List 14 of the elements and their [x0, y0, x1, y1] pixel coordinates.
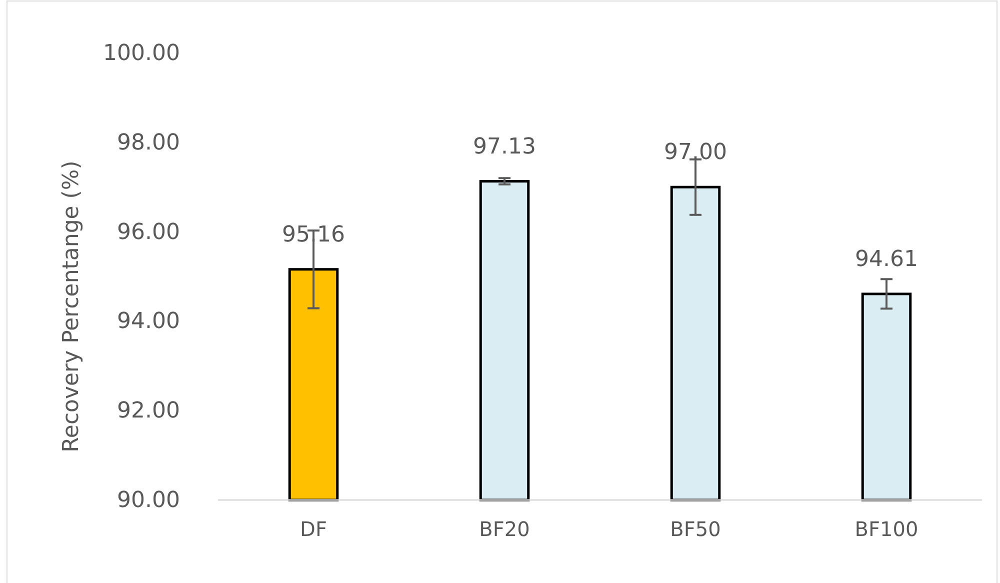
x-tick-label: BF20: [479, 517, 530, 542]
y-tick-label: 94.00: [117, 309, 180, 334]
data-label: 97.00: [664, 140, 727, 166]
y-tick-label: 92.00: [117, 398, 180, 424]
y-tick-label: 90.00: [117, 488, 180, 514]
y-tick-label: 98.00: [117, 130, 180, 156]
y-axis-title: Recovery Percentange (%): [59, 160, 84, 452]
x-tick-label: DF: [300, 517, 327, 542]
y-tick-label: 96.00: [117, 220, 180, 245]
x-tick-label: BF100: [854, 517, 918, 542]
x-tick-label: BF50: [670, 517, 721, 542]
data-label: 94.61: [855, 246, 918, 272]
data-label: 97.13: [473, 134, 536, 160]
y-tick-label: 100.00: [103, 41, 180, 66]
